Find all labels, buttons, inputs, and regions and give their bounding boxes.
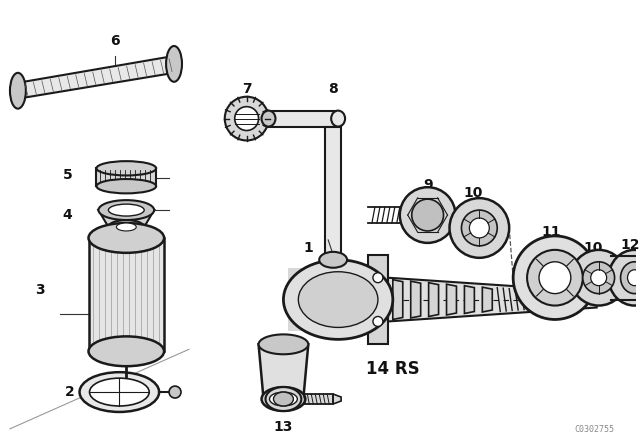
Polygon shape [388,278,596,322]
Polygon shape [411,281,420,318]
Polygon shape [447,284,456,315]
Ellipse shape [235,107,259,130]
Ellipse shape [108,204,144,216]
Ellipse shape [325,280,341,290]
Text: 8: 8 [328,82,338,96]
Ellipse shape [527,250,583,306]
Text: 2: 2 [65,385,74,399]
Polygon shape [88,238,164,351]
Ellipse shape [259,334,308,354]
Ellipse shape [79,372,159,412]
Ellipse shape [116,223,136,231]
Ellipse shape [166,46,182,82]
Ellipse shape [10,73,26,108]
Ellipse shape [461,210,497,246]
Ellipse shape [88,336,164,366]
Ellipse shape [262,387,305,411]
Text: C0302755: C0302755 [575,425,614,434]
Ellipse shape [319,252,347,268]
Polygon shape [465,286,474,314]
Ellipse shape [90,378,149,406]
Ellipse shape [583,262,614,293]
Ellipse shape [469,218,490,238]
Ellipse shape [591,270,607,286]
Text: 14 RS: 14 RS [366,360,420,378]
Ellipse shape [331,111,345,126]
Text: 3: 3 [35,283,45,297]
Ellipse shape [571,250,627,306]
Ellipse shape [513,236,596,319]
Ellipse shape [99,200,154,220]
Text: 1: 1 [303,241,313,255]
Ellipse shape [449,198,509,258]
Polygon shape [325,126,341,284]
Text: 11: 11 [541,225,561,239]
Ellipse shape [266,387,301,411]
Circle shape [169,386,181,398]
Polygon shape [368,255,388,345]
Ellipse shape [273,392,293,406]
Circle shape [373,316,383,327]
Text: 13: 13 [274,420,293,434]
Polygon shape [429,283,438,316]
Polygon shape [289,268,388,332]
Polygon shape [333,394,341,404]
Ellipse shape [621,262,640,293]
Text: 12: 12 [621,238,640,252]
Ellipse shape [627,270,640,286]
Ellipse shape [108,220,144,234]
Circle shape [122,383,131,393]
Polygon shape [269,111,338,126]
Text: 9: 9 [423,178,433,192]
Ellipse shape [269,392,298,406]
Ellipse shape [412,199,444,231]
Polygon shape [301,394,333,404]
Ellipse shape [609,250,640,306]
Ellipse shape [298,272,378,327]
Ellipse shape [225,97,269,141]
Polygon shape [97,168,156,186]
Ellipse shape [539,262,571,293]
Ellipse shape [284,260,393,340]
Text: 7: 7 [242,82,252,96]
Ellipse shape [97,179,156,194]
Circle shape [373,273,383,283]
Ellipse shape [97,161,156,176]
Polygon shape [259,345,308,399]
Text: 10: 10 [583,241,602,255]
Polygon shape [393,280,403,319]
Text: 10: 10 [464,186,483,200]
Ellipse shape [400,187,456,243]
Text: 6: 6 [111,34,120,48]
Text: 4: 4 [63,208,72,222]
Polygon shape [18,56,174,99]
Ellipse shape [88,223,164,253]
Text: 5: 5 [63,168,72,182]
Polygon shape [483,287,492,312]
Ellipse shape [262,111,275,126]
Polygon shape [99,210,154,227]
